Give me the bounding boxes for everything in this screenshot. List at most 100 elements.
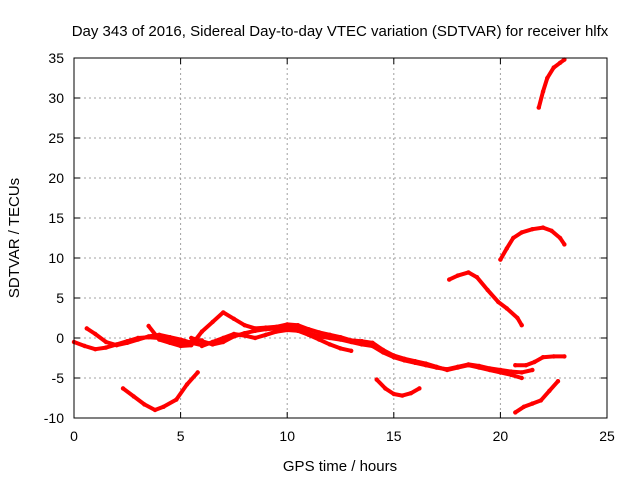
data-point <box>545 75 550 81</box>
data-point <box>557 235 563 241</box>
data-point <box>508 369 514 374</box>
data-point <box>408 391 414 396</box>
series-line-sat-j <box>536 57 567 110</box>
data-point <box>549 228 554 233</box>
series-line-sat-k <box>513 379 560 415</box>
data-point <box>120 386 126 391</box>
data-point <box>536 105 541 110</box>
data-point <box>178 343 183 349</box>
data-point <box>189 343 194 348</box>
data-point <box>513 410 518 415</box>
data-point <box>466 362 471 367</box>
y-tick-label: 35 <box>48 50 64 66</box>
data-point <box>555 379 561 384</box>
data-point <box>242 333 247 338</box>
data-point <box>455 364 460 369</box>
data-point <box>400 393 405 398</box>
data-point <box>540 89 546 94</box>
data-point <box>199 339 205 344</box>
data-point <box>380 350 386 355</box>
y-tick-label: 25 <box>48 130 64 146</box>
data-point <box>210 319 215 325</box>
data-point <box>532 359 537 365</box>
data-point <box>444 367 450 372</box>
data-point <box>221 335 226 341</box>
data-point <box>455 273 460 278</box>
data-point <box>496 299 501 305</box>
x-tick-label: 20 <box>493 428 509 444</box>
data-point <box>152 407 158 413</box>
data-point <box>114 343 119 348</box>
data-point <box>417 386 422 391</box>
data-point <box>174 397 179 402</box>
data-point <box>551 354 556 359</box>
data-point <box>125 340 130 345</box>
data-point <box>412 360 418 365</box>
data-point <box>540 225 546 230</box>
data-point <box>263 327 269 332</box>
y-tick-label: 30 <box>48 90 64 106</box>
data-point <box>519 375 524 381</box>
series-line-sat-l <box>513 354 567 368</box>
plot-frame <box>73 57 608 419</box>
series-line-sat-h <box>447 270 524 328</box>
data-point <box>504 246 509 251</box>
series-line-sat-c <box>121 370 200 412</box>
data-point <box>327 342 333 347</box>
data-point <box>82 343 87 349</box>
data-point <box>103 339 109 345</box>
data-point <box>519 323 524 328</box>
data-point <box>93 331 98 337</box>
data-point <box>210 339 215 345</box>
data-point <box>521 404 527 409</box>
chart-title: Day 343 of 2016, Sidereal Day-to-day VTE… <box>72 23 609 40</box>
x-tick-label: 0 <box>70 428 78 444</box>
y-tick-label: 0 <box>56 330 64 346</box>
data-point <box>199 329 205 334</box>
y-tick-label: 15 <box>48 210 64 226</box>
data-point <box>184 382 190 387</box>
data-point <box>391 355 396 360</box>
data-point <box>84 326 89 331</box>
data-point <box>253 335 258 341</box>
data-point <box>487 366 492 371</box>
data-point <box>103 345 109 350</box>
data-point <box>295 328 301 333</box>
data-point <box>157 337 162 342</box>
data-point <box>274 329 279 334</box>
data-point <box>530 367 535 373</box>
axis-ticks: 0 5 10 15 20 25 -10 -5 0 5 10 15 20 25 30 35 <box>44 50 615 444</box>
data-point <box>253 328 258 333</box>
data-point <box>562 242 567 247</box>
data-point <box>498 257 503 262</box>
data-point <box>146 323 151 329</box>
data-point <box>231 331 237 337</box>
data-point <box>231 316 237 321</box>
data-point <box>316 330 322 335</box>
data-point <box>485 287 490 293</box>
data-point <box>374 377 379 382</box>
data-point <box>285 327 290 333</box>
y-tick-label: 5 <box>56 290 64 306</box>
x-tick-label: 25 <box>599 428 615 444</box>
data-point <box>131 394 136 399</box>
data-point <box>515 315 520 321</box>
data-point <box>161 404 166 409</box>
data-point <box>316 337 322 342</box>
data-point <box>167 335 173 340</box>
data-point <box>510 235 516 241</box>
data-point <box>402 358 407 363</box>
data-point <box>348 348 354 353</box>
data-point <box>327 335 333 341</box>
data-point <box>523 363 529 368</box>
data-point <box>338 346 343 351</box>
y-tick-label: -10 <box>44 410 64 426</box>
data-point <box>383 386 388 391</box>
data-point <box>359 342 365 347</box>
data-point <box>547 388 552 393</box>
data-point <box>178 337 183 342</box>
x-tick-label: 15 <box>386 428 402 444</box>
data-point <box>221 310 226 315</box>
data-point <box>285 322 290 327</box>
